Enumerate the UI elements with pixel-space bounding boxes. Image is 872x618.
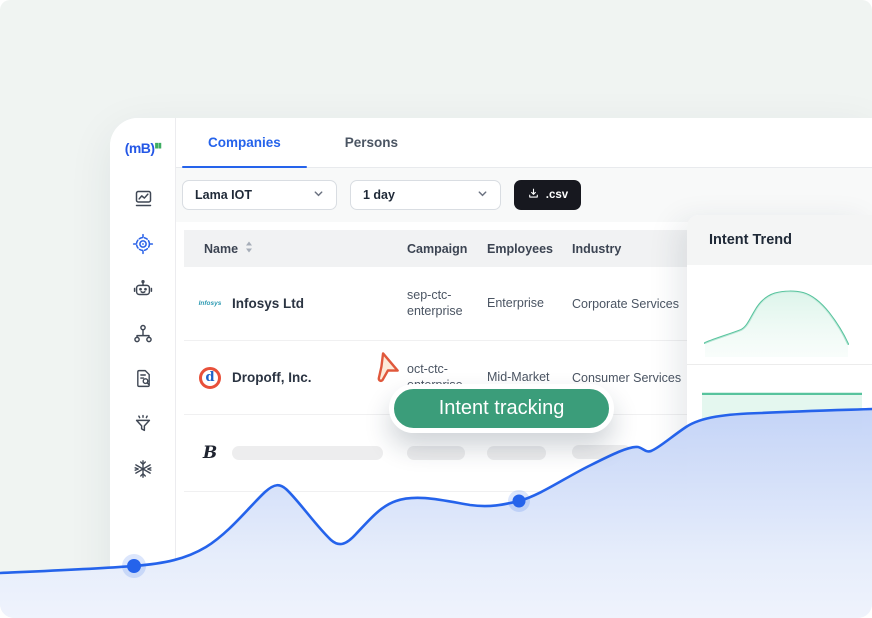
dropoff-logo: d bbox=[198, 366, 222, 390]
employees-cell: Enterprise bbox=[487, 295, 544, 310]
chevron-down-icon bbox=[313, 188, 324, 202]
export-csv-button[interactable]: .csv bbox=[514, 180, 581, 210]
intent-volume-chart bbox=[0, 407, 872, 618]
company-select-value: Lama IOT bbox=[195, 188, 252, 202]
document-search-icon bbox=[133, 368, 154, 394]
skeleton-bar bbox=[407, 446, 465, 460]
download-icon bbox=[527, 187, 540, 203]
sidebar-item-research[interactable] bbox=[128, 366, 158, 396]
campaign-cell: sep-ctc-enterprise bbox=[407, 287, 463, 318]
skeleton-bar bbox=[487, 446, 546, 460]
snowflake-icon bbox=[132, 458, 154, 485]
column-campaign[interactable]: Campaign bbox=[407, 241, 468, 256]
target-icon bbox=[132, 233, 154, 260]
tab-companies-label: Companies bbox=[208, 135, 281, 150]
chart-marker-2[interactable] bbox=[508, 490, 530, 512]
period-select[interactable]: 1 day bbox=[350, 180, 501, 210]
intent-tracking-label: Intent tracking bbox=[438, 397, 565, 419]
column-industry[interactable]: Industry bbox=[572, 241, 622, 256]
sidebar-item-intent[interactable] bbox=[128, 231, 158, 261]
infosys-logo: Infosys bbox=[198, 300, 222, 307]
column-name[interactable]: Name bbox=[204, 241, 239, 256]
sidebar: (mB)▮▮ bbox=[110, 118, 176, 618]
company-name: Dropoff, Inc. bbox=[232, 370, 312, 385]
tab-persons-label: Persons bbox=[344, 135, 399, 150]
sidebar-item-freeze[interactable] bbox=[128, 456, 158, 486]
column-employees[interactable]: Employees bbox=[487, 241, 554, 256]
sidebar-item-filter[interactable] bbox=[128, 411, 158, 441]
sidebar-item-analytics[interactable] bbox=[128, 186, 158, 216]
chart-icon bbox=[133, 188, 154, 214]
script-b-logo: B bbox=[202, 443, 218, 463]
chevron-down-icon bbox=[477, 188, 488, 202]
panel-title: Intent Trend bbox=[687, 215, 872, 265]
app-logo: (mB)▮▮ bbox=[124, 140, 162, 156]
table-row-infosys[interactable]: Infosys Infosys Ltd sep-ctc-enterprise E… bbox=[184, 267, 872, 341]
chart-marker-1[interactable] bbox=[122, 554, 146, 578]
company-name: Infosys Ltd bbox=[232, 296, 305, 311]
employees-cell: Mid-Market bbox=[487, 369, 550, 384]
intent-trend-sparkline bbox=[687, 265, 872, 365]
export-csv-label: .csv bbox=[545, 189, 569, 201]
company-select[interactable]: Lama IOT bbox=[182, 180, 337, 210]
filter-bar: Lama IOT 1 day .csv bbox=[176, 168, 872, 222]
funnel-icon bbox=[132, 413, 154, 440]
period-select-value: 1 day bbox=[363, 188, 395, 202]
sidebar-item-bot[interactable] bbox=[128, 276, 158, 306]
intent-tracking-tooltip: Intent tracking bbox=[389, 384, 614, 433]
robot-icon bbox=[132, 278, 154, 305]
tab-companies[interactable]: Companies bbox=[176, 118, 313, 168]
sort-icon[interactable] bbox=[245, 241, 253, 256]
industry-cell: Corporate Services bbox=[572, 296, 679, 311]
tab-persons[interactable]: Persons bbox=[313, 118, 430, 167]
industry-cell: Consumer Services bbox=[572, 370, 682, 385]
sidebar-item-orgchart[interactable] bbox=[128, 321, 158, 351]
sitemap-icon bbox=[132, 323, 154, 350]
skeleton-bar bbox=[232, 446, 383, 460]
cursor-pointer-icon bbox=[369, 349, 405, 392]
tab-bar: Companies Persons bbox=[176, 118, 872, 168]
table-row-loading[interactable]: B bbox=[184, 415, 872, 492]
